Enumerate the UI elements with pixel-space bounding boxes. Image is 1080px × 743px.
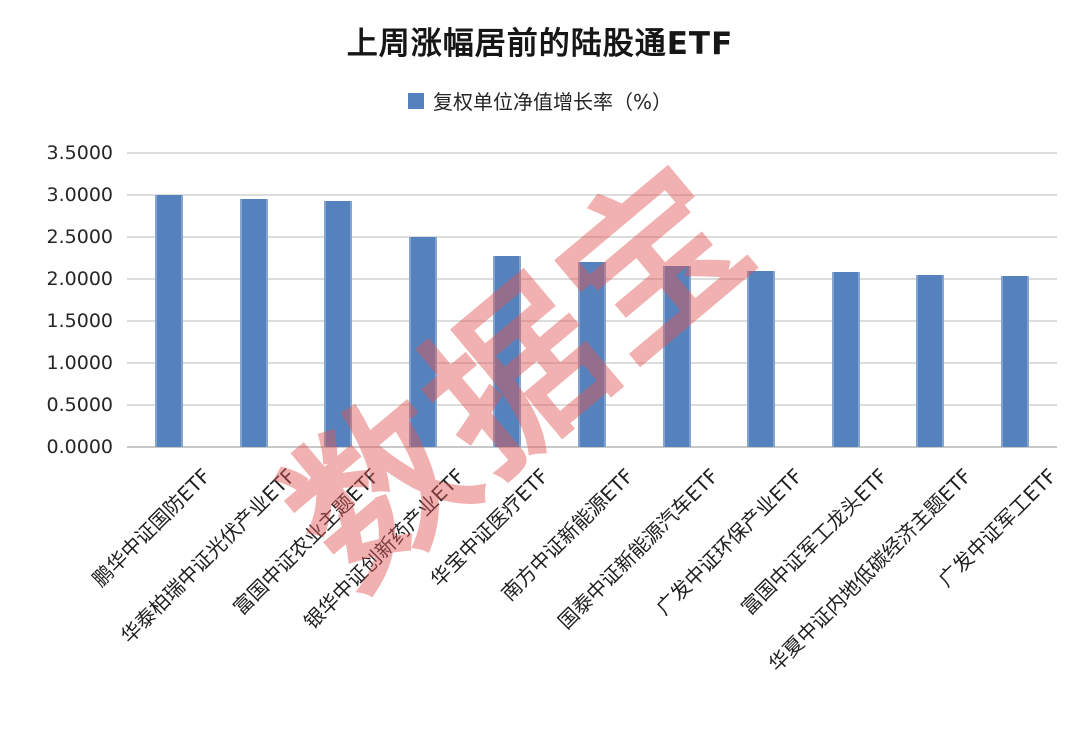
bar	[747, 271, 775, 447]
legend: 复权单位净值增长率（%）	[0, 86, 1080, 115]
legend-label: 复权单位净值增长率（%）	[432, 90, 672, 114]
gridline	[127, 152, 1057, 154]
axis-baseline	[127, 446, 1057, 448]
x-category-label: 华泰柏瑞中证光伏产业ETF	[115, 463, 300, 648]
x-category-label: 富国中证农业主题ETF	[227, 463, 384, 620]
bar	[493, 256, 521, 447]
x-category-label: 广发中证环保产业ETF	[650, 463, 807, 620]
x-category-label: 国泰中证新能源汽车ETF	[552, 463, 723, 634]
x-category-label: 银华中证创新药产业ETF	[298, 463, 469, 634]
x-category-label: 鹏华中证国防ETF	[87, 463, 215, 592]
x-category-label: 广发中证军工ETF	[933, 463, 1061, 592]
bar	[663, 266, 691, 447]
y-tick-label: 3.0000	[46, 184, 113, 206]
x-category-label: 华宝中证医疗ETF	[425, 463, 553, 592]
x-category-label: 富国中证军工龙头ETF	[735, 463, 892, 620]
y-tick-label: 2.0000	[46, 268, 113, 290]
plot-area	[127, 152, 1057, 448]
chart-title: 上周涨幅居前的陆股通ETF	[346, 26, 734, 62]
y-tick-label: 1.5000	[46, 310, 113, 332]
bar	[1001, 276, 1029, 447]
y-tick-label: 1.0000	[46, 352, 113, 374]
y-tick-label: 0.0000	[46, 436, 113, 458]
y-tick-label: 3.5000	[46, 142, 113, 164]
bar	[324, 201, 352, 447]
gridline	[127, 236, 1057, 238]
bar	[832, 272, 860, 447]
gridline	[127, 194, 1057, 196]
x-category-label: 南方中证新能源ETF	[496, 463, 638, 606]
bar	[409, 237, 437, 447]
y-tick-label: 2.5000	[46, 226, 113, 248]
bar	[916, 275, 944, 447]
x-category-label: 华夏中证内地低碳经济主题ETF	[763, 463, 976, 677]
bar	[240, 199, 268, 447]
bar	[578, 262, 606, 447]
y-tick-label: 0.5000	[46, 394, 113, 416]
bar	[155, 195, 183, 447]
legend-swatch-icon	[407, 92, 424, 109]
